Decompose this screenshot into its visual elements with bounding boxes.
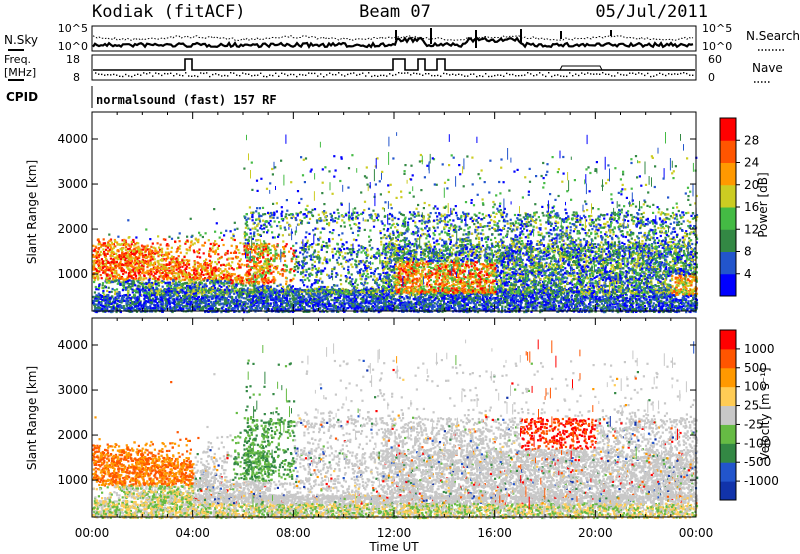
colorbar-tick-label: -25 xyxy=(744,417,764,431)
nsearch-label: N.Search xyxy=(746,29,800,43)
velocity-heatmap-cells xyxy=(92,339,699,520)
nsky-label: N.Sky xyxy=(4,33,38,47)
colorbar-segment xyxy=(720,405,736,425)
colorbar-segment xyxy=(720,162,736,186)
y-tick-label: 4000 xyxy=(57,338,88,352)
colorbar-tick-label: 1000 xyxy=(744,342,775,356)
colorbar-segment xyxy=(720,273,736,297)
x-tick-label: 04:00 xyxy=(175,526,210,540)
colorbar-tick-label: -1000 xyxy=(744,474,779,488)
colorbar-segment xyxy=(720,462,736,482)
x-tick-label: 00:00 xyxy=(75,526,110,540)
colorbar-tick-label: -500 xyxy=(744,455,771,469)
station-title: Kodiak (fitACF) xyxy=(92,2,246,22)
velocity-y-ticks: 1000 2000 3000 4000 xyxy=(57,338,696,487)
x-tick-label: 12:00 xyxy=(377,526,412,540)
colorbar-segment xyxy=(720,481,736,501)
x-tick-label: 20:00 xyxy=(578,526,613,540)
y-tick-label: 3000 xyxy=(57,177,88,191)
freq-panel xyxy=(91,54,697,81)
y-tick-label: 4000 xyxy=(57,132,88,146)
nave-tick-low: 0 xyxy=(708,71,715,84)
freq-tick-low: 8 xyxy=(73,71,80,84)
noise-traces xyxy=(92,28,694,50)
x-tick-labels: 00:00 04:00 08:00 12:00 16:00 20:00 00:00 xyxy=(75,526,714,540)
power-x-ticks xyxy=(91,112,697,311)
velocity-y-axis-label: Slant Range [km] xyxy=(25,366,39,470)
noise-tick-left-low: 10^0 xyxy=(58,40,88,53)
colorbar-segment xyxy=(720,207,736,230)
colorbar-segment xyxy=(720,386,736,407)
colorbar-tick-label: 12 xyxy=(744,222,759,236)
x-tick-label: 16:00 xyxy=(477,526,512,540)
nave-label: Nave xyxy=(752,61,783,75)
colorbar-segment xyxy=(720,330,736,350)
velocity-x-ticks xyxy=(91,318,697,517)
colorbar-segment xyxy=(720,251,736,275)
cpid-label: CPID xyxy=(6,90,38,104)
nave-tick-high: 60 xyxy=(708,53,722,66)
noise-tick-right-high: 10^5 xyxy=(702,22,732,35)
x-axis-label: Time UT xyxy=(368,540,419,554)
power-panel: 1000 2000 3000 4000 Slant Range [km] 4 8 12 16… xyxy=(25,111,770,314)
y-tick-label: 3000 xyxy=(57,383,88,397)
colorbar-segment xyxy=(720,443,736,463)
power-y-ticks: 1000 2000 3000 4000 xyxy=(57,132,696,281)
colorbar-segment xyxy=(720,140,736,163)
velocity-panel: 1000 2000 3000 4000 Slant Range [km] 1000 50… xyxy=(25,317,779,520)
x-tick-label: 08:00 xyxy=(276,526,311,540)
power-y-axis-label: Slant Range [km] xyxy=(25,160,39,264)
freq-label-line2: [MHz] xyxy=(4,66,36,79)
colorbar-segment xyxy=(720,367,736,388)
noise-tick-right-low: 10^0 xyxy=(702,40,732,53)
colorbar-segment xyxy=(720,184,736,208)
beam-title: Beam 07 xyxy=(359,2,431,22)
velocity-colorbar-label: Velocity [m s⁻¹] xyxy=(758,367,772,460)
y-tick-label: 2000 xyxy=(57,222,88,236)
velocity-colorbar: 1000 500 100 25 -25 -100 -500 -1000 xyxy=(719,329,779,501)
colorbar-tick-label: 28 xyxy=(744,133,759,147)
colorbar-tick-label: 20 xyxy=(744,178,759,192)
colorbar-tick-label: 8 xyxy=(744,245,752,259)
colorbar-segment xyxy=(720,348,736,369)
power-colorbar: 4 8 12 16 20 24 28 xyxy=(719,117,759,297)
date-title: 05/Jul/2011 xyxy=(595,2,708,22)
colorbar-tick-label: 25 xyxy=(744,399,759,413)
colorbar-segment xyxy=(720,229,736,252)
cpid-value: normalsound (fast) 157 RF xyxy=(96,93,277,107)
y-tick-label: 1000 xyxy=(57,267,88,281)
colorbar-tick-label: 16 xyxy=(744,200,759,214)
power-colorbar-label: Power [dB] xyxy=(756,172,770,237)
y-tick-label: 1000 xyxy=(57,473,88,487)
noise-panel xyxy=(91,25,697,52)
freq-label-line1: Freq. xyxy=(4,53,31,66)
freq-tick-high: 18 xyxy=(66,53,80,66)
colorbar-tick-label: 4 xyxy=(744,267,752,281)
noise-tick-left-high: 10^5 xyxy=(58,22,88,35)
colorbar-segment xyxy=(720,424,736,444)
colorbar-tick-label: 100 xyxy=(744,380,767,394)
colorbar-tick-label: 500 xyxy=(744,361,767,375)
freq-traces xyxy=(93,58,695,78)
colorbar-tick-label: -100 xyxy=(744,436,771,450)
power-heatmap-cells xyxy=(92,132,699,314)
colorbar-segment xyxy=(720,118,736,141)
y-tick-label: 2000 xyxy=(57,428,88,442)
x-tick-label: 00:00 xyxy=(679,526,714,540)
colorbar-tick-label: 24 xyxy=(744,156,759,170)
